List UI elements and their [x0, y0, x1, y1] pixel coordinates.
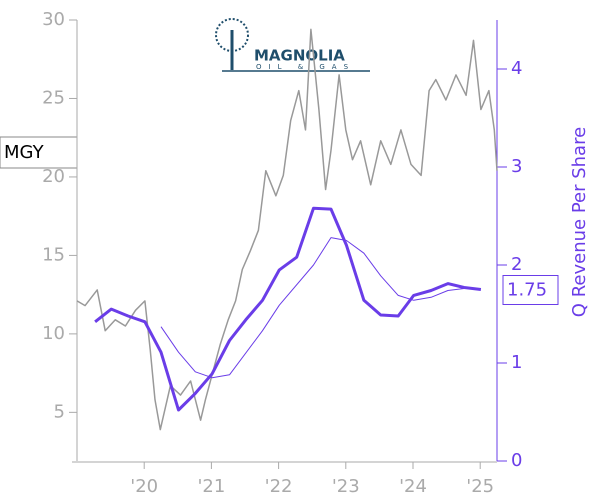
- y2-tick-label: 1: [511, 352, 522, 373]
- y2-tick-label: 0: [511, 450, 522, 471]
- logo-tagline: OIL & GAS: [256, 63, 355, 71]
- y-tick-label: 25: [42, 87, 65, 108]
- x-tick-label: '22: [265, 476, 293, 497]
- series-line: [76, 28, 498, 431]
- logo-name: MAGNOLIA: [254, 47, 345, 65]
- y-tick-label: 15: [42, 244, 65, 265]
- x-tick-label: '20: [130, 476, 158, 497]
- y2-tick-label: 4: [511, 58, 522, 79]
- x-tick-label: '24: [399, 476, 427, 497]
- y2-tick-label: 2: [511, 254, 522, 275]
- x-tick-label: '23: [332, 476, 360, 497]
- x-tick-label: '21: [197, 476, 225, 497]
- y2-axis-label: Q Revenue Per Share: [569, 127, 590, 317]
- value-label-box: [502, 275, 559, 305]
- x-tick-label: '25: [466, 476, 494, 497]
- y-tick-label: 10: [42, 323, 65, 344]
- logo: MAGNOLIA OIL & GAS: [215, 18, 370, 72]
- ticker-box: [0, 136, 78, 169]
- y-tick-label: 30: [42, 9, 65, 30]
- y-tick-label: 20: [42, 166, 65, 187]
- value-label: 1.75: [507, 280, 547, 301]
- ticker: MGY: [4, 142, 45, 163]
- series-line: [160, 237, 481, 379]
- series-line: [94, 206, 482, 412]
- y-tick-label: 5: [54, 401, 65, 422]
- y2-tick-label: 3: [511, 156, 522, 177]
